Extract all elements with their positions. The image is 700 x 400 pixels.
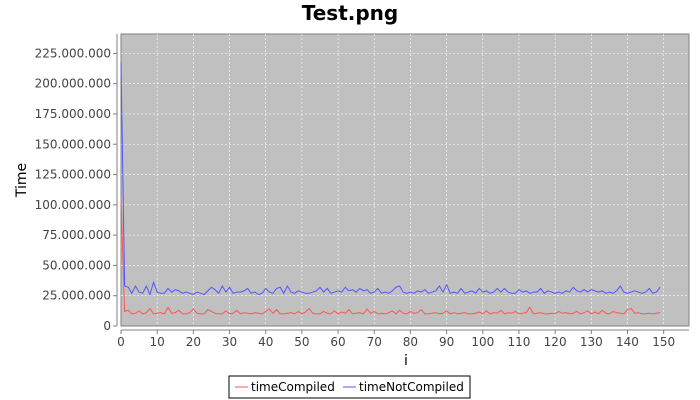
chart-title: Test.png [302,1,398,25]
y-tick-label: 75.000.000 [42,228,111,242]
x-tick-label: 110 [508,335,531,349]
x-tick-label: 50 [294,335,309,349]
y-tick-label: 175.000.000 [35,107,111,121]
series-line-timenotcompiled [120,61,661,296]
y-tick-label: 100.000.000 [35,198,111,212]
x-tick-label: 30 [222,335,237,349]
x-tick-label: 120 [544,335,567,349]
x-tick-label: 140 [616,335,639,349]
series-line-timecompiled [120,198,661,315]
x-tick-label: 150 [652,335,675,349]
x-tick-label: 10 [150,335,165,349]
y-tick-label: 200.000.000 [35,77,111,91]
y-axis: 0 25.000.000 50.000.000 75.000.000 100.000.0… [35,34,118,333]
grid-lines [121,34,689,326]
x-tick-label: 60 [330,335,345,349]
legend-label-timecompiled: timeCompiled [251,380,335,394]
x-tick-label: 130 [580,335,603,349]
y-tick-label: 0 [103,319,111,333]
x-tick-label: 20 [186,335,201,349]
x-axis-label: i [404,353,408,369]
legend-label-timenotcompiled: timeNotCompiled [359,380,464,394]
y-tick-label: 25.000.000 [42,289,111,303]
y-tick-label: 125.000.000 [35,168,111,182]
x-tick-label: 70 [367,335,382,349]
plot-area [120,33,690,327]
x-tick-label: 100 [471,335,494,349]
legend: timeCompiled timeNotCompiled [228,375,471,399]
y-tick-label: 50.000.000 [42,258,111,272]
x-tick-label: 90 [439,335,454,349]
x-axis: 0 10 20 30 40 50 60 70 80 90 100 110 120 130 140 150 [117,329,689,349]
y-axis-label: Time [14,163,30,198]
x-tick-label: 40 [258,335,273,349]
y-tick-label: 225.000.000 [35,46,111,60]
x-tick-label: 80 [403,335,418,349]
x-tick-label: 0 [117,335,125,349]
y-tick-label: 150.000.000 [35,137,111,151]
series-layer [120,61,661,315]
